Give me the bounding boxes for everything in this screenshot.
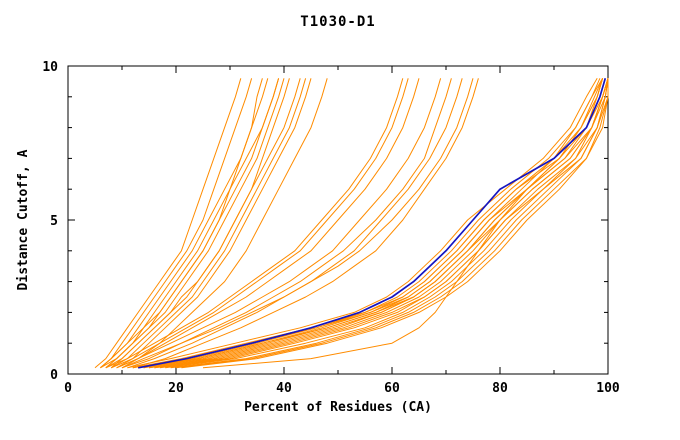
model-curve [170, 78, 609, 369]
model-curve [111, 78, 409, 369]
model-curve [138, 78, 604, 369]
x-tick-label: 100 [596, 381, 620, 396]
model-curve [138, 78, 604, 369]
model-curve [105, 78, 290, 369]
model-curve [100, 78, 253, 369]
model-curve [100, 78, 280, 369]
y-tick-label: 0 [50, 368, 58, 383]
model-curve [181, 78, 609, 369]
model-curve [105, 78, 404, 369]
model-curve [116, 78, 442, 369]
y-tick-label: 5 [50, 214, 58, 229]
model-curve [116, 78, 312, 369]
model-curve [116, 78, 420, 369]
model-curve [143, 78, 609, 369]
model-curve [121, 78, 474, 369]
model-curve [127, 78, 598, 369]
y-tick-label: 10 [42, 60, 58, 75]
x-tick-label: 40 [276, 381, 292, 396]
model-curve [94, 78, 242, 369]
model-curve [100, 78, 269, 369]
model-curve [121, 78, 328, 369]
model-curve [175, 78, 609, 369]
model-curve [121, 78, 452, 369]
model-curve [100, 78, 263, 369]
chart-title: T1030-D1 [300, 14, 376, 30]
model-curve [105, 78, 280, 369]
model-curve [110, 78, 301, 369]
model-curve [132, 78, 601, 369]
model-curve [127, 78, 463, 369]
x-tick-label: 80 [492, 381, 508, 396]
x-tick-label: 60 [384, 381, 400, 396]
x-tick-label: 20 [168, 381, 184, 396]
model-curve [132, 78, 604, 369]
model-curve [132, 78, 479, 369]
model-curve [154, 78, 609, 369]
x-tick-label: 0 [64, 381, 72, 396]
model-curve [110, 78, 307, 369]
model-curve [105, 78, 285, 369]
highlight-curve [138, 78, 607, 369]
model-curve [143, 78, 604, 369]
model-curve [202, 78, 604, 369]
x-axis-label: Percent of Residues (CA) [244, 400, 432, 415]
